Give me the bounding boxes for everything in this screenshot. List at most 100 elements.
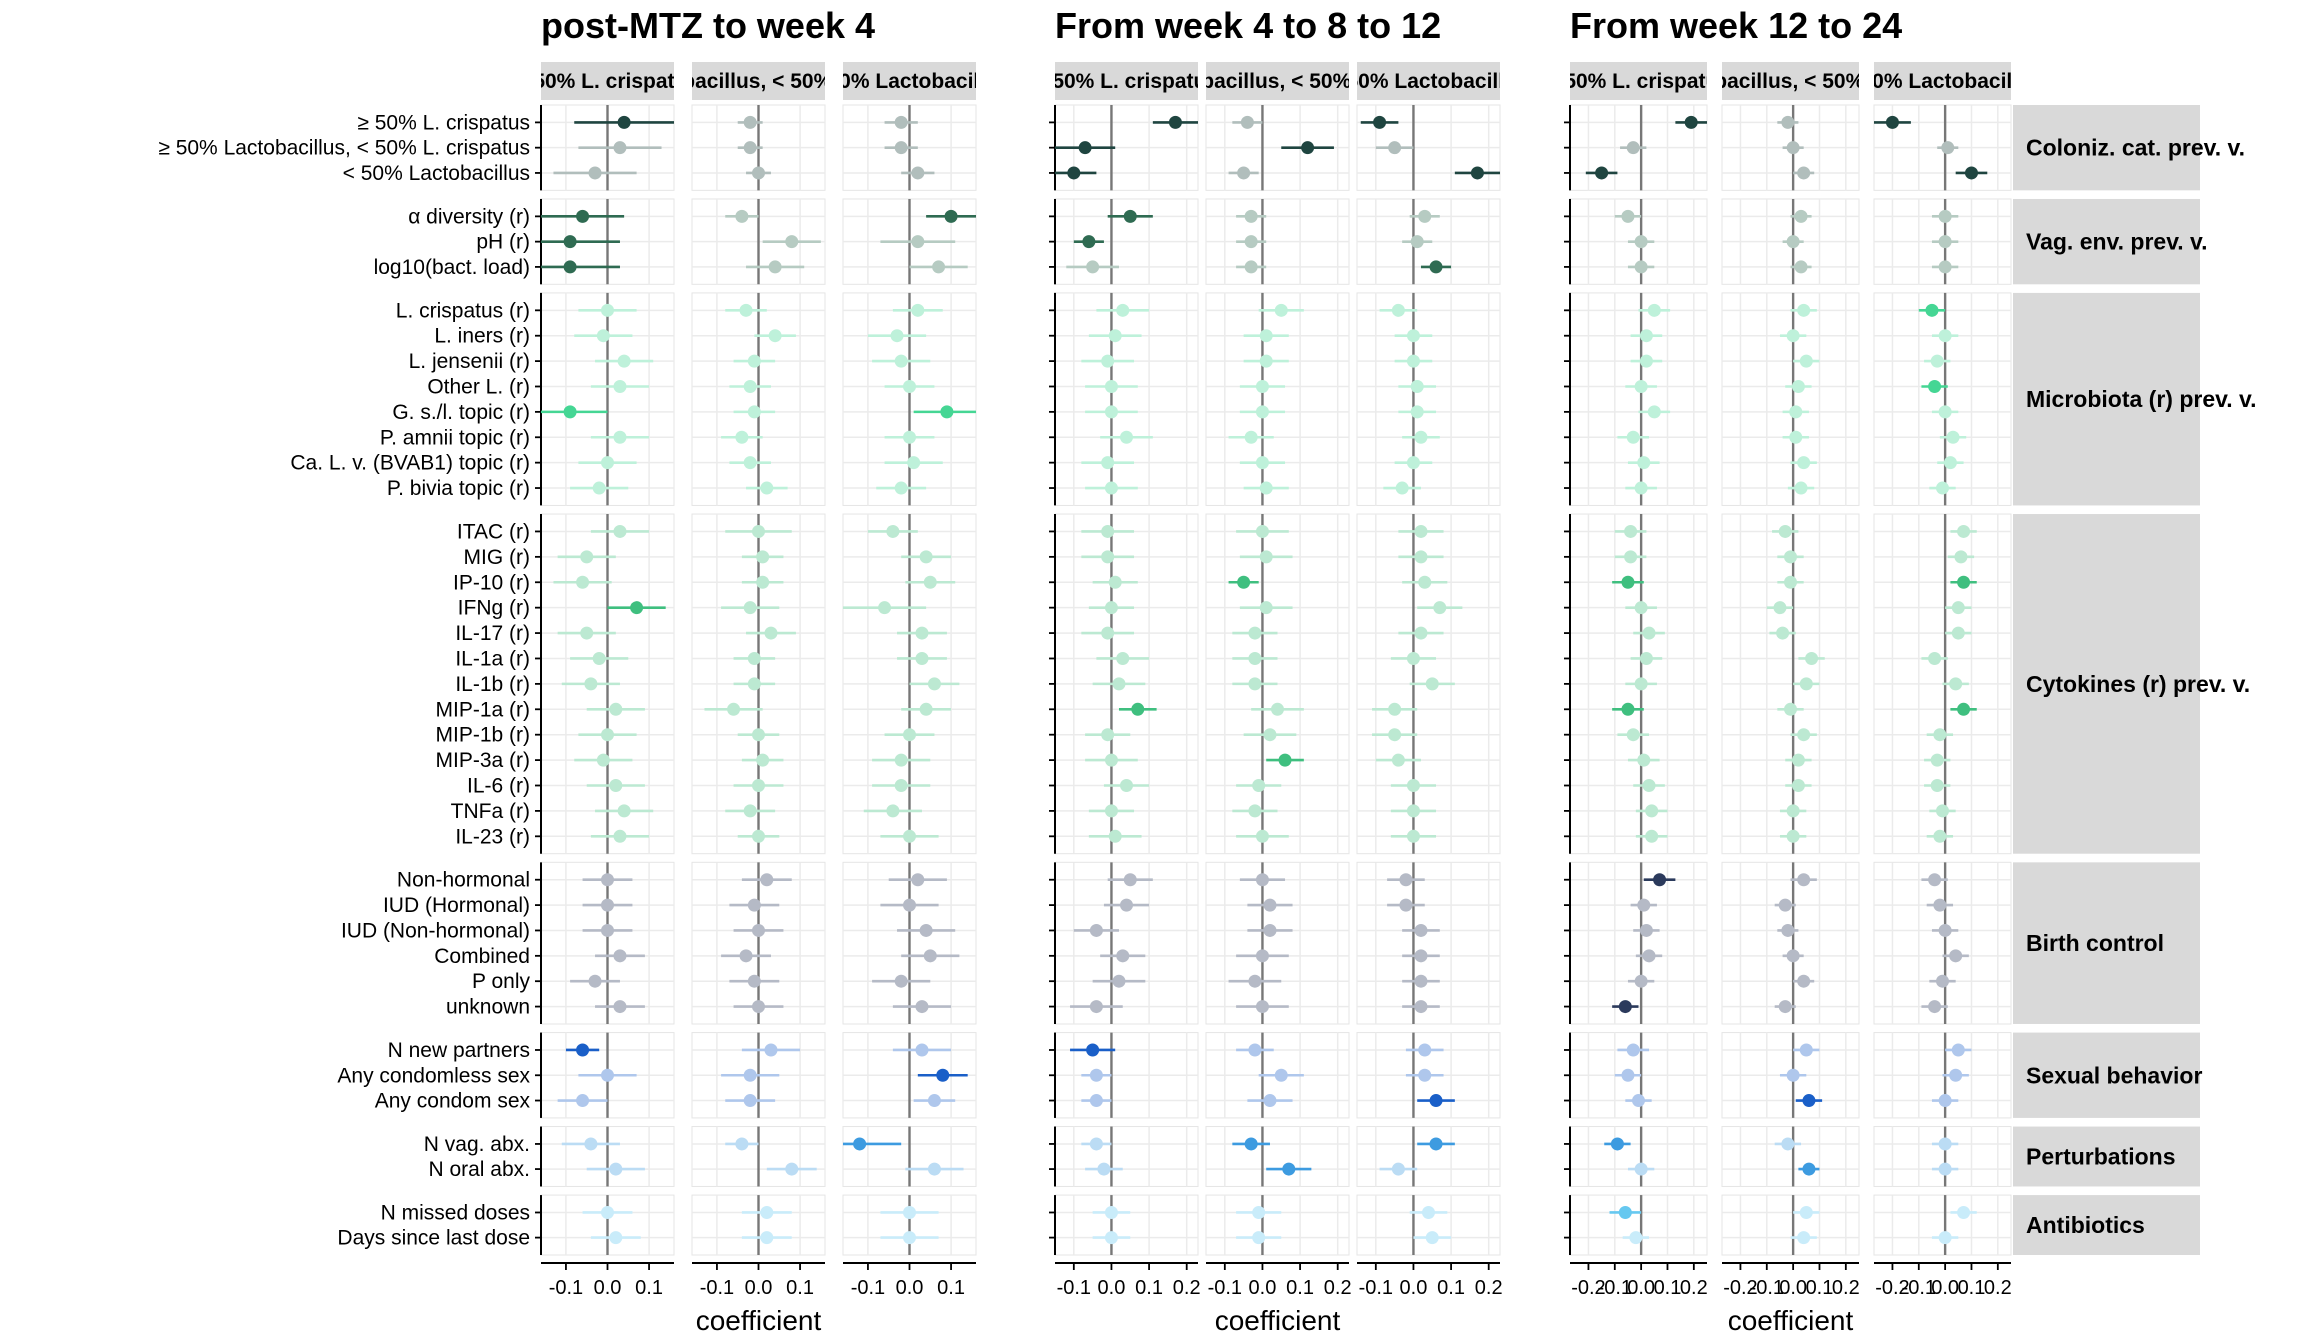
point-estimate xyxy=(894,974,908,988)
point-estimate xyxy=(743,115,757,129)
point-estimate xyxy=(1781,923,1795,937)
point-estimate xyxy=(1791,379,1805,393)
point-estimate xyxy=(1951,1043,1965,1057)
point-estimate xyxy=(1799,1043,1813,1057)
group-label: Sexual behavior xyxy=(2026,1062,2202,1088)
row-label: IP-10 (r) xyxy=(453,571,530,594)
point-estimate xyxy=(1104,601,1118,615)
point-estimate xyxy=(1237,166,1251,180)
point-estimate xyxy=(747,354,761,368)
point-estimate xyxy=(894,115,908,129)
point-estimate xyxy=(1938,235,1952,249)
point-estimate xyxy=(903,379,916,393)
x-tick-label: 0.0 xyxy=(594,1277,622,1299)
point-estimate xyxy=(1957,524,1971,538)
point-estimate xyxy=(1116,651,1130,665)
group-strip-background xyxy=(2013,514,2200,854)
point-estimate xyxy=(1414,626,1428,640)
point-estimate xyxy=(1928,651,1942,665)
point-estimate xyxy=(1104,379,1118,393)
point-estimate xyxy=(609,1231,623,1245)
point-estimate xyxy=(1928,873,1942,887)
point-estimate xyxy=(1949,677,1963,691)
point-estimate xyxy=(903,430,916,444)
point-estimate xyxy=(1373,115,1387,129)
point-estimate xyxy=(601,303,614,317)
point-estimate xyxy=(1414,923,1428,937)
point-estimate xyxy=(1784,575,1797,589)
row-label: IL-1a (r) xyxy=(455,647,530,670)
point-estimate xyxy=(1255,405,1269,419)
point-estimate xyxy=(1418,1043,1432,1057)
group-label: Vag. env. prev. v. xyxy=(2026,229,2208,255)
point-estimate xyxy=(1802,1094,1816,1108)
row-label: IL-17 (r) xyxy=(455,622,530,645)
point-estimate xyxy=(601,456,614,470)
point-estimate xyxy=(1938,1162,1952,1176)
point-estimate xyxy=(1433,601,1447,615)
point-estimate xyxy=(1429,260,1443,274)
point-estimate xyxy=(1089,1000,1103,1014)
point-estimate xyxy=(1624,550,1638,564)
point-estimate xyxy=(1626,430,1640,444)
point-estimate xyxy=(853,1137,867,1151)
point-estimate xyxy=(752,166,765,180)
point-estimate xyxy=(1642,779,1656,792)
point-estimate xyxy=(1259,481,1273,495)
point-estimate xyxy=(1778,898,1792,912)
point-estimate xyxy=(1946,430,1960,444)
row-label: IL-23 (r) xyxy=(455,825,530,848)
row-label: Any condomless sex xyxy=(337,1064,530,1087)
point-estimate xyxy=(630,601,644,615)
group-label: Perturbations xyxy=(2026,1144,2176,1170)
point-estimate xyxy=(923,575,937,589)
row-label: Non-hormonal xyxy=(397,869,530,892)
point-estimate xyxy=(1936,974,1949,988)
point-estimate xyxy=(1802,1162,1816,1176)
x-tick-label: -0.2 xyxy=(1875,1277,1909,1299)
period-title: From week 12 to 24 xyxy=(1570,5,1902,46)
point-estimate xyxy=(747,677,761,691)
point-estimate xyxy=(927,1162,941,1176)
row-label: < 50% Lactobacillus xyxy=(343,162,530,185)
point-estimate xyxy=(743,1068,757,1082)
point-estimate xyxy=(601,728,614,742)
point-estimate xyxy=(1120,430,1133,444)
point-estimate xyxy=(1104,1205,1118,1219)
point-estimate xyxy=(1101,550,1115,564)
point-estimate xyxy=(1240,115,1254,129)
group-label: Microbiota (r) prev. v. xyxy=(2026,386,2256,412)
point-estimate xyxy=(609,702,623,716)
row-labels: ≥ 50% L. crispatus ≥ 50% Lactobacillus, <… xyxy=(158,111,530,1249)
point-estimate xyxy=(1410,379,1424,393)
point-estimate xyxy=(601,873,614,887)
strip-background xyxy=(541,62,674,100)
x-axis-title: coefficient xyxy=(1728,1305,1854,1336)
point-estimate xyxy=(1938,1231,1952,1245)
point-estimate xyxy=(1621,702,1635,716)
point-estimate xyxy=(563,260,577,274)
row-label: N vag. abx. xyxy=(424,1133,530,1156)
point-estimate xyxy=(1274,303,1288,317)
point-estimate xyxy=(747,974,761,988)
point-estimate xyxy=(1786,329,1800,343)
x-tick-label: 0.1 xyxy=(635,1277,663,1299)
point-estimate xyxy=(601,923,614,937)
point-estimate xyxy=(944,209,958,223)
point-estimate xyxy=(563,235,577,249)
point-estimate xyxy=(743,601,757,615)
point-estimate xyxy=(1933,898,1947,912)
point-estimate xyxy=(903,728,916,742)
point-estimate xyxy=(886,524,900,538)
point-estimate xyxy=(1642,949,1656,963)
point-estimate xyxy=(747,651,761,665)
point-estimate xyxy=(1244,1137,1258,1151)
point-estimate xyxy=(936,1068,950,1082)
point-estimate xyxy=(1773,601,1787,615)
point-estimate xyxy=(1082,235,1096,249)
point-estimate xyxy=(1255,524,1269,538)
point-estimate xyxy=(1406,329,1420,343)
x-tick-label: 0.1 xyxy=(1806,1277,1834,1299)
x-tick-label: 0.0 xyxy=(1779,1277,1807,1299)
x-tick-label: 0.0 xyxy=(1931,1277,1959,1299)
